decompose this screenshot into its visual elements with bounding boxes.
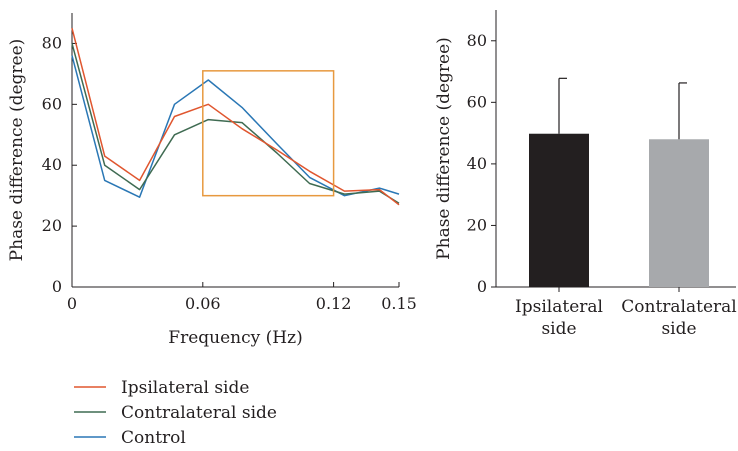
series-line-ipsilateral-side [71, 28, 400, 206]
bar-category-label: side [541, 319, 576, 339]
bar-category-label: Ipsilateral [515, 297, 603, 317]
bar-y-tick-label: 20 [467, 215, 487, 234]
line-x-tick-label: 0.15 [381, 294, 417, 313]
bar-y-tick-label: 80 [467, 31, 487, 50]
bar-y-tick-label: 60 [467, 92, 487, 111]
bar-y-tick-label: 0 [477, 277, 487, 296]
bar-y-tick-label: 40 [467, 154, 487, 173]
legend-label: Contralateral side [121, 403, 277, 423]
series-line-contralateral-side [71, 43, 400, 204]
line-y-tick-label: 80 [42, 33, 62, 52]
legend-label: Control [121, 428, 186, 448]
bar [649, 139, 709, 287]
highlight-box [202, 70, 335, 197]
line-x-tick-label: 0.06 [185, 294, 221, 313]
line-x-tick-label: 0 [67, 294, 77, 313]
line-y-tick-label: 40 [42, 155, 62, 174]
bar-y-axis-label: Phase difference (degree) [434, 37, 454, 260]
line-x-axis-label: Frequency (Hz) [168, 328, 302, 348]
legend-label: Ipsilateral side [121, 378, 249, 398]
bar-category-label: side [661, 319, 696, 339]
bar-category-label: Contralateral [621, 297, 736, 317]
line-y-tick-label: 0 [52, 277, 62, 296]
line-y-tick-label: 20 [42, 216, 62, 235]
line-y-tick-label: 60 [42, 94, 62, 113]
line-y-axis-label: Phase difference (degree) [7, 39, 27, 262]
line-x-tick-label: 0.12 [316, 294, 352, 313]
bar [529, 133, 589, 287]
